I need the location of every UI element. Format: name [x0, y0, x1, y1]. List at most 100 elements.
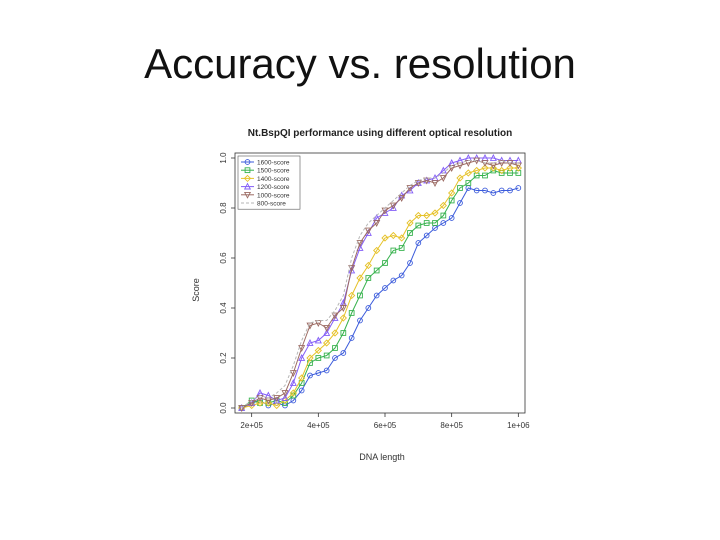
data-point: [382, 285, 388, 291]
y-axis-label: Score: [191, 278, 201, 302]
legend-label: 1500-score: [257, 168, 290, 175]
data-point: [348, 266, 356, 274]
data-point: [381, 234, 389, 242]
data-point: [364, 227, 372, 235]
data-point: [481, 160, 489, 167]
data-point: [439, 201, 447, 210]
data-point: [481, 164, 489, 172]
data-point: [281, 390, 289, 397]
data-point: [498, 166, 506, 175]
data-point: [365, 275, 372, 281]
data-point: [298, 387, 305, 394]
data-point: [489, 154, 497, 161]
data-point: [423, 220, 430, 226]
slide-title: Accuracy vs. resolution: [144, 40, 576, 87]
data-point: [457, 200, 463, 206]
data-point: [490, 190, 497, 196]
data-point: [439, 175, 447, 182]
data-point: [365, 305, 372, 311]
data-point: [331, 312, 339, 320]
x-tick-label: 1e+06: [507, 421, 530, 430]
legend: 1600-score1500-score1400-score1200-score…: [237, 155, 301, 210]
data-point: [423, 211, 431, 220]
legend-box: [237, 155, 301, 210]
series-1500-score: [238, 167, 522, 411]
data-point: [323, 325, 331, 332]
data-point: [340, 330, 347, 336]
data-point: [448, 189, 456, 197]
x-axis-label: DNA length: [359, 452, 405, 462]
data-point: [238, 405, 246, 412]
data-point: [373, 246, 381, 255]
data-point: [498, 187, 505, 194]
y-tick-label: 0.8: [219, 202, 228, 214]
data-point: [432, 220, 438, 226]
data-point: [315, 355, 322, 361]
data-point: [507, 187, 513, 194]
legend-label: 800-score: [257, 201, 286, 208]
data-point: [390, 247, 397, 254]
data-point: [389, 202, 397, 210]
series-line: [241, 157, 519, 409]
series-1400-score: [238, 164, 522, 412]
legend-label: 1000-score: [257, 192, 290, 199]
data-point: [440, 212, 447, 219]
y-tick-label: 0.0: [219, 402, 228, 414]
data-point: [323, 329, 331, 336]
axes: 2e+05 4e+05 6e+05 8e+05 1e+06 0.0 0.2 0.4 0.6 0.8…: [219, 152, 530, 430]
data-point: [407, 260, 413, 266]
data-point: [323, 367, 330, 374]
series-800-score: [241, 159, 519, 409]
series-line: [241, 159, 519, 409]
data-point: [314, 336, 322, 344]
data-point: [473, 187, 480, 194]
data-point: [364, 261, 372, 270]
data-point: [456, 174, 464, 182]
data-point: [348, 291, 356, 300]
data-point: [306, 339, 314, 346]
x-tick-label: 4e+05: [307, 421, 330, 430]
data-point: [415, 240, 422, 246]
data-point: [314, 346, 322, 355]
data-point: [348, 265, 356, 272]
data-point: [515, 185, 522, 191]
data-point: [273, 396, 281, 404]
series-1600-score: [238, 185, 522, 411]
data-point: [306, 354, 314, 362]
data-point: [398, 195, 406, 202]
data-point: [398, 234, 406, 242]
series-line: [241, 159, 519, 409]
data-point: [323, 352, 330, 359]
data-point: [357, 292, 363, 299]
data-point: [373, 220, 381, 227]
data-point: [357, 317, 363, 324]
data-point: [315, 370, 322, 376]
data-point: [373, 267, 380, 274]
data-point: [373, 292, 380, 299]
data-point: [414, 180, 422, 187]
data-point: [465, 180, 472, 186]
data-point: [398, 272, 405, 279]
data-point: [506, 160, 514, 167]
x-tick-label: 2e+05: [240, 421, 263, 430]
data-point: [506, 164, 514, 172]
legend-label: 1200-score: [257, 184, 290, 191]
data-point: [323, 339, 331, 347]
data-point: [406, 219, 414, 227]
data-point: [482, 187, 488, 194]
data-point: [356, 274, 364, 282]
series-layer: [238, 154, 522, 412]
data-point: [389, 231, 397, 240]
data-point: [457, 185, 463, 191]
data-point: [289, 370, 297, 377]
data-point: [273, 401, 281, 410]
data-point: [243, 174, 252, 183]
data-point: [448, 215, 455, 221]
data-point: [389, 204, 397, 211]
data-point: [440, 220, 447, 226]
data-point: [514, 164, 522, 172]
data-point: [264, 399, 272, 407]
data-point: [423, 232, 430, 239]
data-point: [498, 160, 506, 167]
x-tick-label: 6e+05: [374, 421, 397, 430]
